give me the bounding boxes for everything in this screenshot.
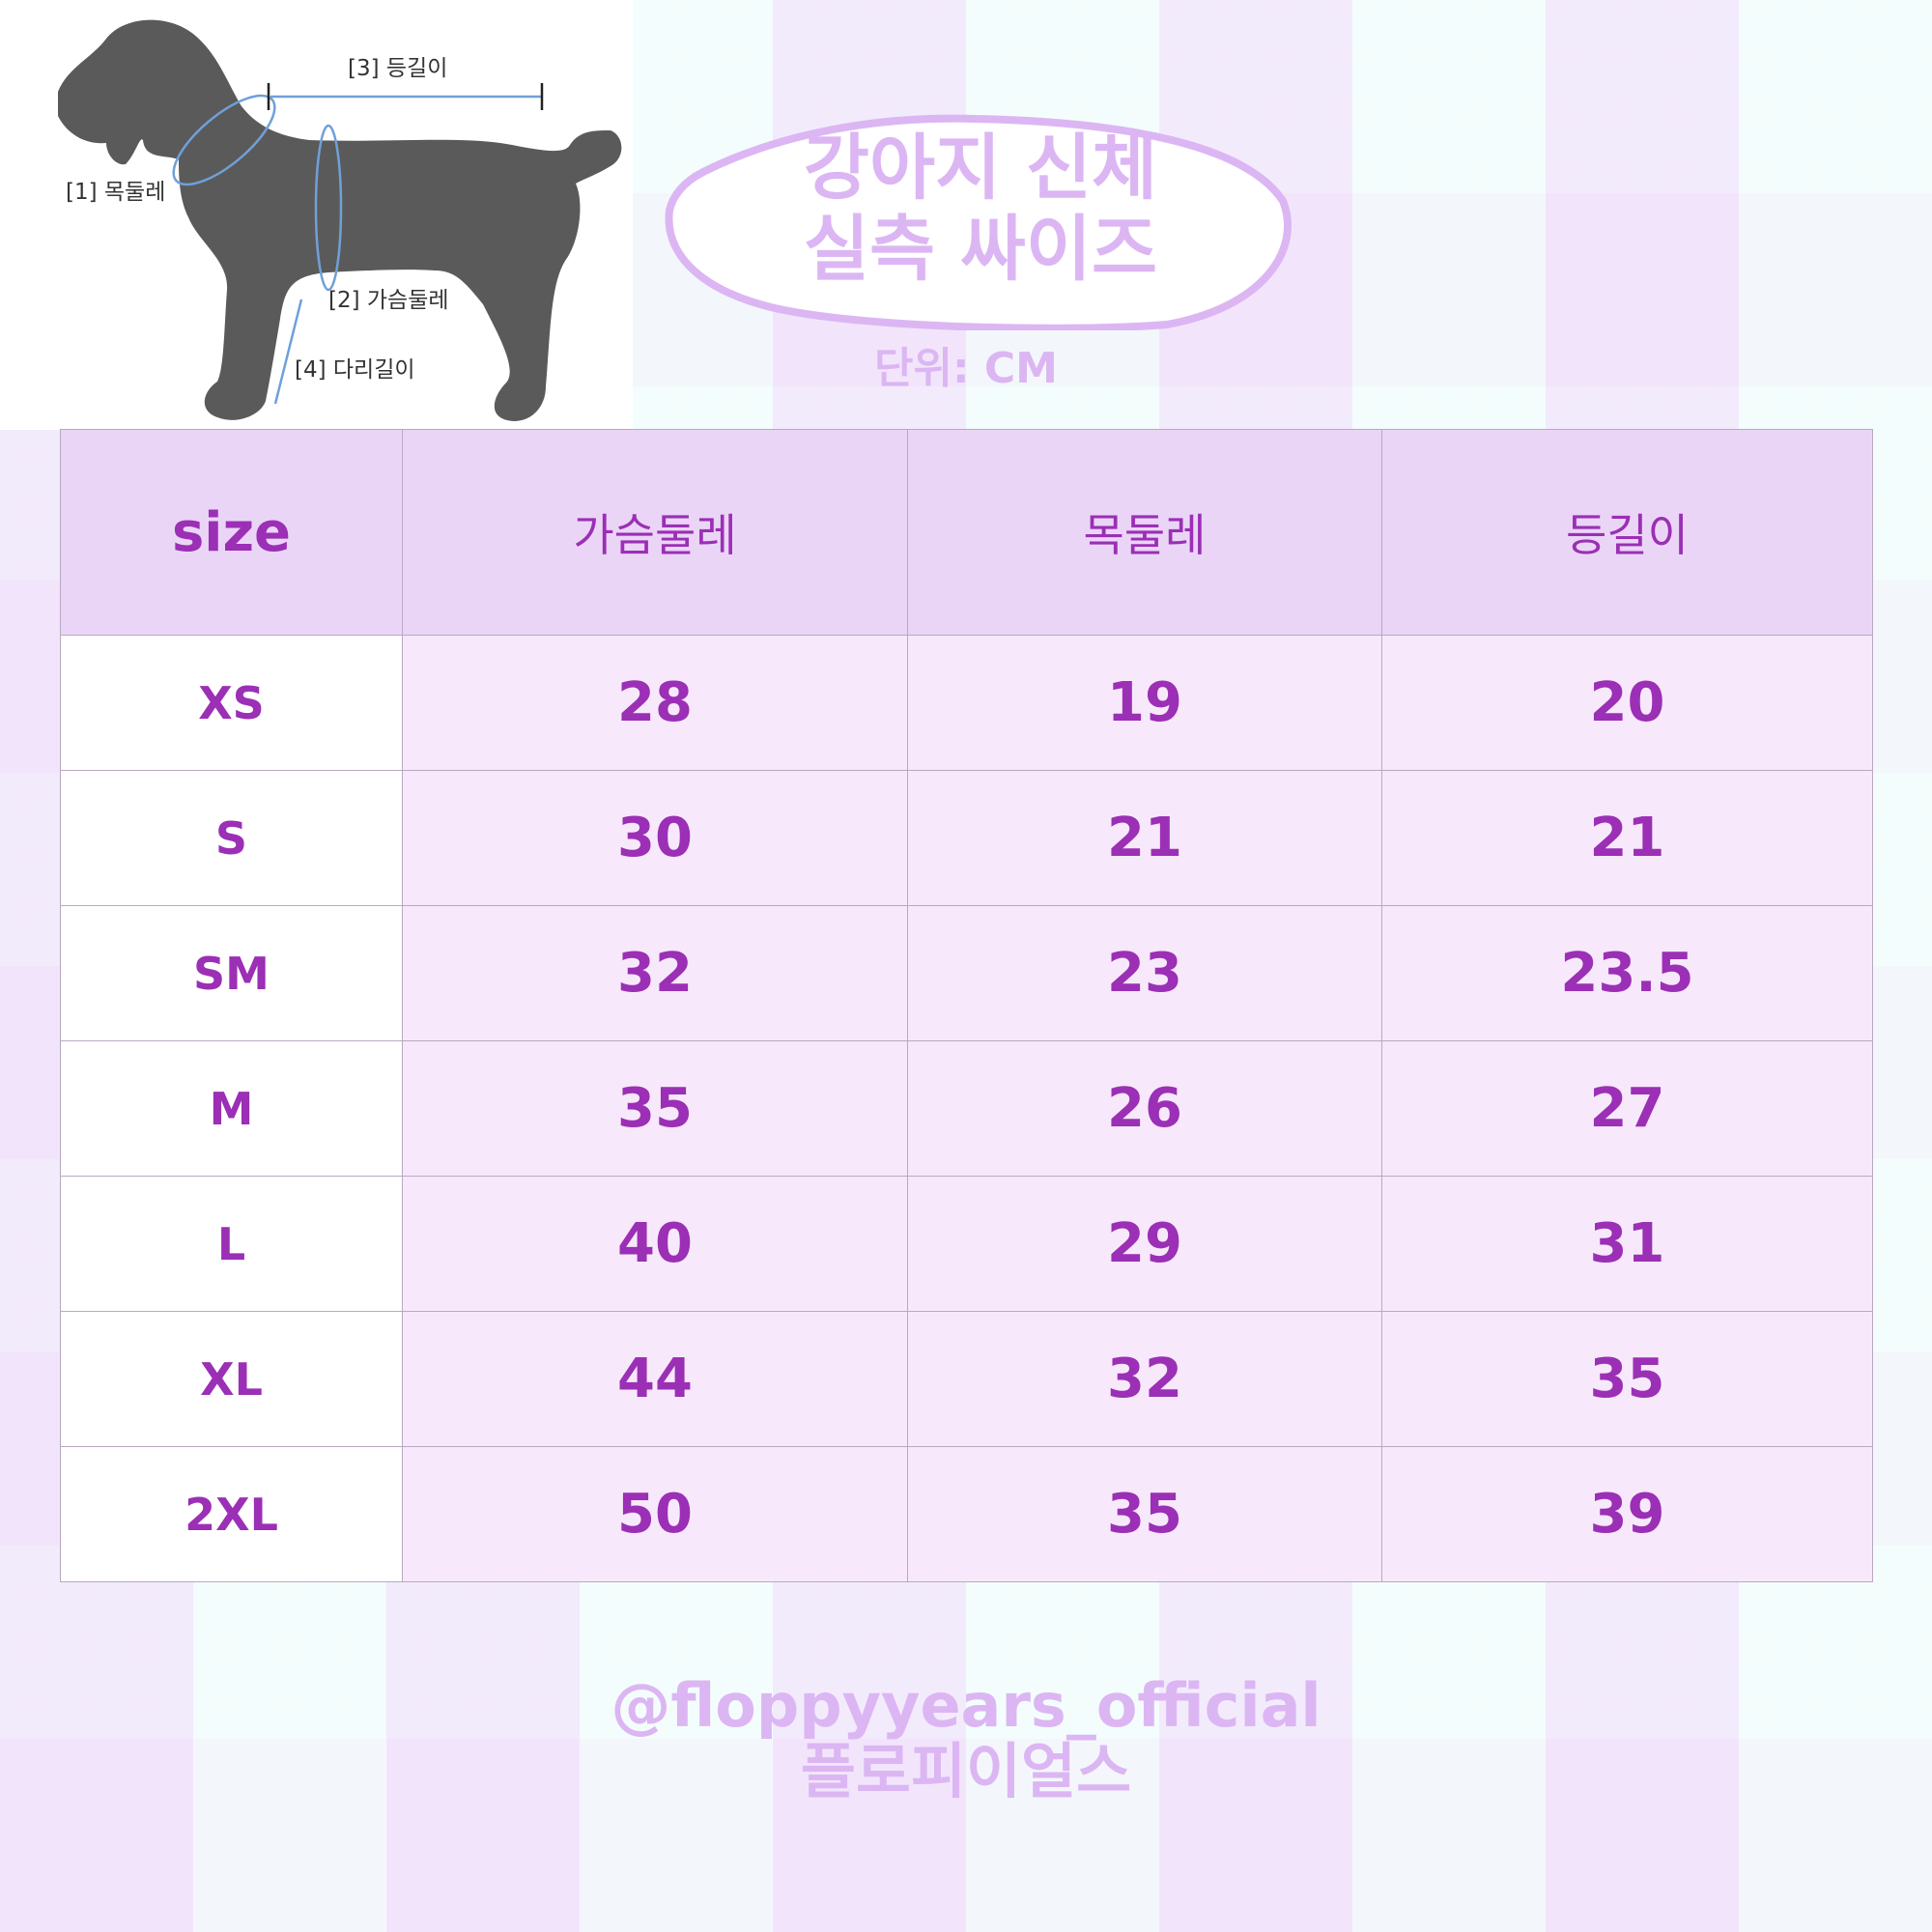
cell-size: SM: [60, 905, 403, 1041]
cell-size: XS: [60, 635, 403, 771]
table-header-row: size 가슴둘레 목둘레 등길이: [60, 429, 1873, 636]
cell-back: 27: [1381, 1040, 1873, 1177]
table-row: SM 32 23 23.5: [60, 905, 1873, 1041]
cell-back: 31: [1381, 1176, 1873, 1312]
table-row: XS 28 19 20: [60, 635, 1873, 771]
header-neck: 목둘레: [907, 429, 1382, 636]
dog-measurement-diagram: [1] 목둘레 [2] 가슴둘레 [3] 등길이 [4] 다리길이: [0, 0, 633, 430]
cell-chest: 35: [402, 1040, 908, 1177]
cell-neck: 26: [907, 1040, 1382, 1177]
table-row: M 35 26 27: [60, 1040, 1873, 1177]
label-neck: [1] 목둘레: [66, 180, 165, 205]
table-row: L 40 29 31: [60, 1176, 1873, 1312]
unit-label: 단위: CM: [874, 344, 1058, 393]
header-back: 등길이: [1381, 429, 1873, 636]
cell-back: 39: [1381, 1446, 1873, 1582]
size-table: size 가슴둘레 목둘레 등길이 XS 28 19 20 S 30 21 21 SM 32 23 2…: [60, 429, 1873, 1582]
cell-back: 35: [1381, 1311, 1873, 1447]
cell-back: 21: [1381, 770, 1873, 906]
cell-back: 20: [1381, 635, 1873, 771]
leg-measure: [273, 298, 303, 405]
title-oval: [665, 114, 1292, 330]
brand-name: 플로피이얼스: [800, 1736, 1132, 1806]
header-size: size: [60, 429, 403, 636]
title-line-1: 강아지 신체: [803, 127, 1158, 210]
cell-size: L: [60, 1176, 403, 1312]
cell-size: XL: [60, 1311, 403, 1447]
cell-size: M: [60, 1040, 403, 1177]
cell-chest: 28: [402, 635, 908, 771]
table-row: XL 44 32 35: [60, 1311, 1873, 1447]
label-back: [3] 등길이: [348, 56, 447, 81]
label-chest: [2] 가슴둘레: [328, 288, 449, 313]
table-row: S 30 21 21: [60, 770, 1873, 906]
header-chest: 가슴둘레: [402, 429, 908, 636]
page-title: 강아지 신체 실측 싸이즈: [667, 128, 1294, 290]
neck-measure: [172, 94, 276, 186]
cell-neck: 19: [907, 635, 1382, 771]
cell-neck: 35: [907, 1446, 1382, 1582]
footer: @floppyyears_official 플로피이얼스: [0, 1673, 1932, 1804]
cell-chest: 44: [402, 1311, 908, 1447]
cell-neck: 29: [907, 1176, 1382, 1312]
cell-size: 2XL: [60, 1446, 403, 1582]
chest-measure: [314, 124, 343, 292]
label-leg: [4] 다리길이: [295, 357, 415, 383]
cell-chest: 50: [402, 1446, 908, 1582]
cell-neck: 32: [907, 1311, 1382, 1447]
title-line-2: 실측 싸이즈: [803, 208, 1158, 291]
cell-neck: 23: [907, 905, 1382, 1041]
cell-chest: 30: [402, 770, 908, 906]
cell-neck: 21: [907, 770, 1382, 906]
cell-chest: 32: [402, 905, 908, 1041]
table-row: 2XL 50 35 39: [60, 1446, 1873, 1582]
instagram-handle: @floppyyears_official: [611, 1670, 1321, 1741]
cell-chest: 40: [402, 1176, 908, 1312]
cell-size: S: [60, 770, 403, 906]
cell-back: 23.5: [1381, 905, 1873, 1041]
